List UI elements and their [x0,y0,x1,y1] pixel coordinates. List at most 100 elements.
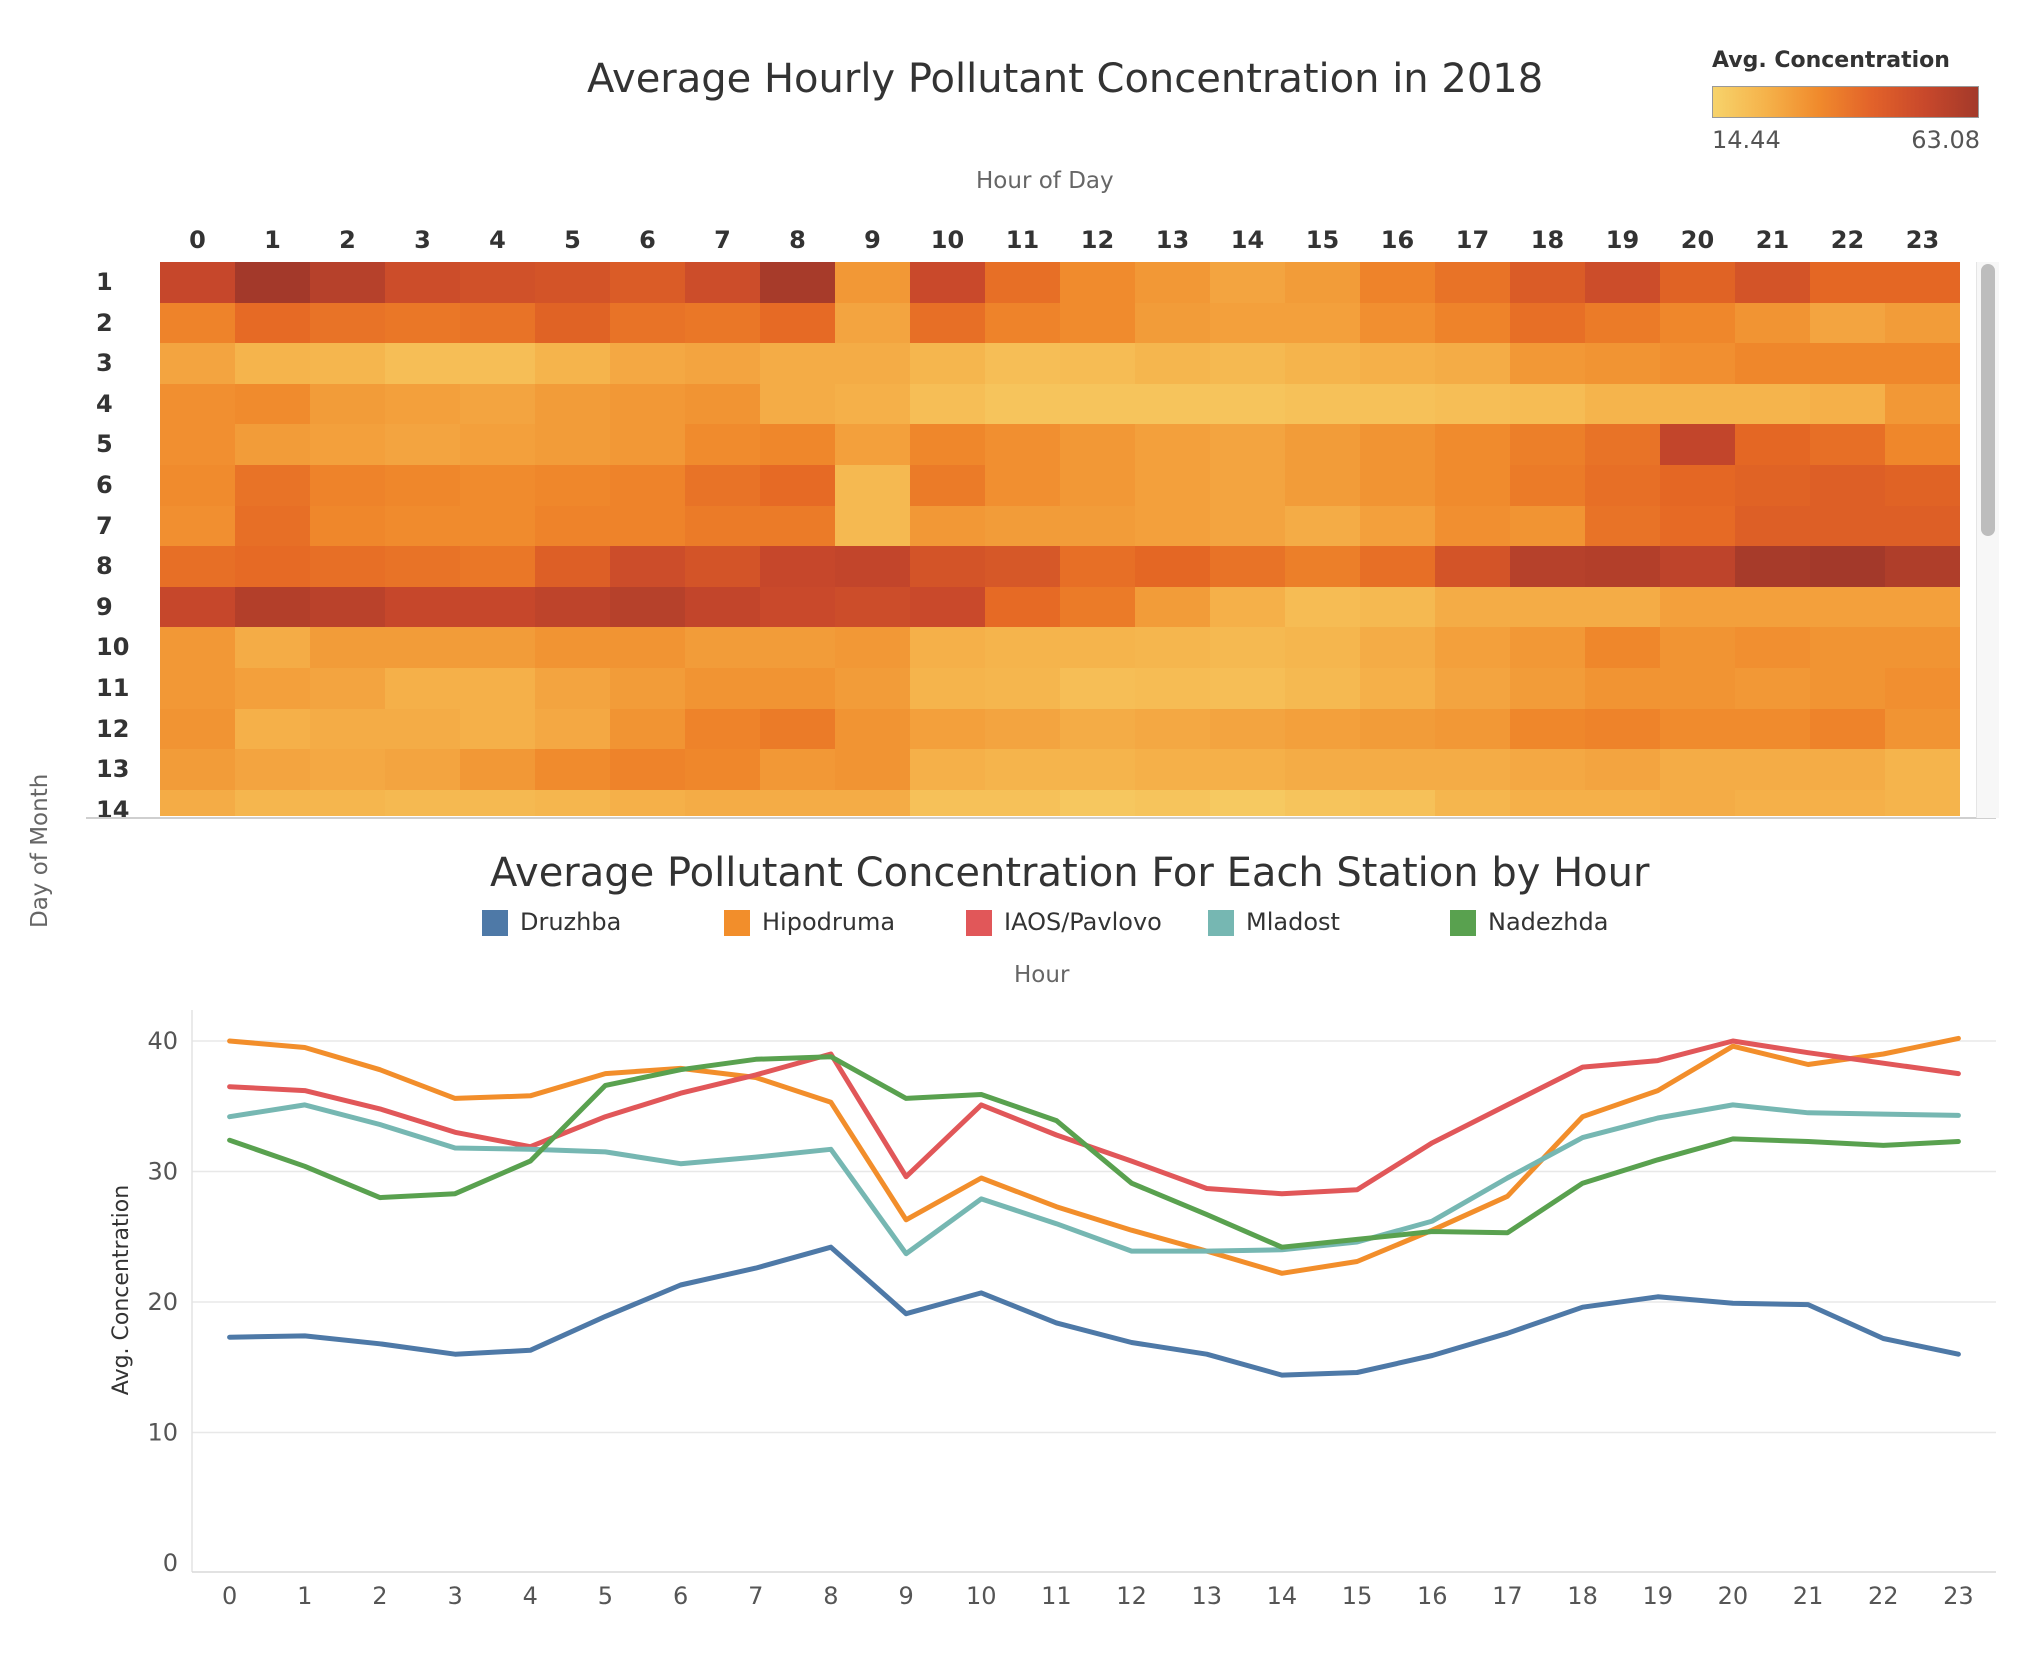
heatmap-cell [835,465,910,507]
heatmap-cell [1435,708,1510,750]
scrollbar-thumb[interactable] [1981,264,1995,536]
heatmap-cell [985,627,1060,669]
heatmap-cell [1510,343,1585,385]
heatmap-cell [1810,546,1885,588]
heatmap-cell [1210,383,1285,425]
heatmap-cell [610,383,685,425]
heatmap-cell [1810,424,1885,466]
heatmap-cell [910,627,985,669]
heatmap-cell [160,546,235,588]
heatmap-cell [1060,789,1135,816]
heatmap-cell [310,668,385,710]
heatmap-cell [1510,546,1585,588]
heatmap-cell [1585,546,1660,588]
heatmap-cell [1435,302,1510,344]
heatmap-cell [985,465,1060,507]
heatmap-cell [1510,586,1585,628]
heatmap-cell [235,302,310,344]
heatmap-cell [1660,262,1735,304]
heatmap-cell [310,749,385,791]
heatmap-cell [160,586,235,628]
heatmap-scroll-region [86,817,1996,819]
heatmap-cell [1810,302,1885,344]
heatmap-cell [760,262,835,304]
heatmap-cell [1060,424,1135,466]
heatmap-cell [835,343,910,385]
heatmap-cell [610,343,685,385]
heatmap-cell [235,262,310,304]
heatmap-cell [985,302,1060,344]
heatmap-cell [685,505,760,547]
heatmap-x-tick: 3 [414,226,431,254]
heatmap-cell [1060,749,1135,791]
heatmap-cell [685,789,760,816]
heatmap-cell [1510,749,1585,791]
heatmap-cell [910,262,985,304]
heatmap-cell [460,546,535,588]
heatmap-cell [385,789,460,816]
series-line [227,1102,1961,1257]
heatmap-cell [985,749,1060,791]
heatmap-y-tick: 5 [96,430,113,459]
heatmap-cell [835,383,910,425]
heatmap-x-tick: 13 [1155,226,1190,254]
heatmap-cell [1585,668,1660,710]
x-tick-label: 20 [1718,1582,1749,1610]
heatmap-cell [1660,668,1735,710]
x-tick-label: 18 [1567,1582,1598,1610]
heatmap-cell [310,383,385,425]
vertical-scrollbar[interactable] [1976,262,1999,818]
series-line [227,1035,1961,1276]
x-tick-label: 12 [1116,1582,1147,1610]
heatmap-cell [385,505,460,547]
heatmap-cell [1810,627,1885,669]
x-tick-label: 4 [523,1582,538,1610]
heatmap-cell [1810,668,1885,710]
heatmap-cell [535,424,610,466]
heatmap-cell [385,546,460,588]
heatmap-cell [1435,262,1510,304]
heatmap-cell [1360,505,1435,547]
heatmap-cell [1135,668,1210,710]
heatmap-x-tick: 20 [1680,226,1715,254]
heatmap-cell [1660,383,1735,425]
heatmap-y-tick: 2 [96,308,113,337]
x-tick-label: 2 [372,1582,387,1610]
heatmap-cell [460,627,535,669]
heatmap-cell [760,668,835,710]
heatmap-cell [1435,424,1510,466]
heatmap-cell [1210,302,1285,344]
x-tick-label: 19 [1642,1582,1673,1610]
heatmap-cell [835,546,910,588]
heatmap-cell [235,749,310,791]
heatmap-cell [685,343,760,385]
heatmap-cell [1510,708,1585,750]
heatmap-cell [985,383,1060,425]
heatmap-cell [460,383,535,425]
heatmap-cell [1510,262,1585,304]
x-tick-label: 7 [748,1582,763,1610]
heatmap-y-tick: 8 [96,552,113,581]
x-tick-label: 8 [823,1582,838,1610]
heatmap-cell [1585,343,1660,385]
heatmap-cell [1585,789,1660,816]
heatmap-cell [1885,424,1960,466]
heatmap-cell [1360,668,1435,710]
heatmap-cell [1660,424,1735,466]
heatmap-cell [1735,465,1810,507]
heatmap-cell [1360,546,1435,588]
heatmap-cell [1510,627,1585,669]
line-x-axis-title: Hour [1014,962,1070,988]
heatmap-cell [1510,383,1585,425]
heatmap-cell [760,465,835,507]
heatmap-cell [1585,424,1660,466]
heatmap-cell [1210,586,1285,628]
heatmap-cell [835,424,910,466]
legend-label: Druzhba [520,908,622,936]
heatmap-cell [1285,424,1360,466]
heatmap-y-tick: 12 [96,714,130,743]
x-tick-label: 15 [1342,1582,1373,1610]
heatmap-cell [610,627,685,669]
color-legend-ramp [1712,86,1979,118]
